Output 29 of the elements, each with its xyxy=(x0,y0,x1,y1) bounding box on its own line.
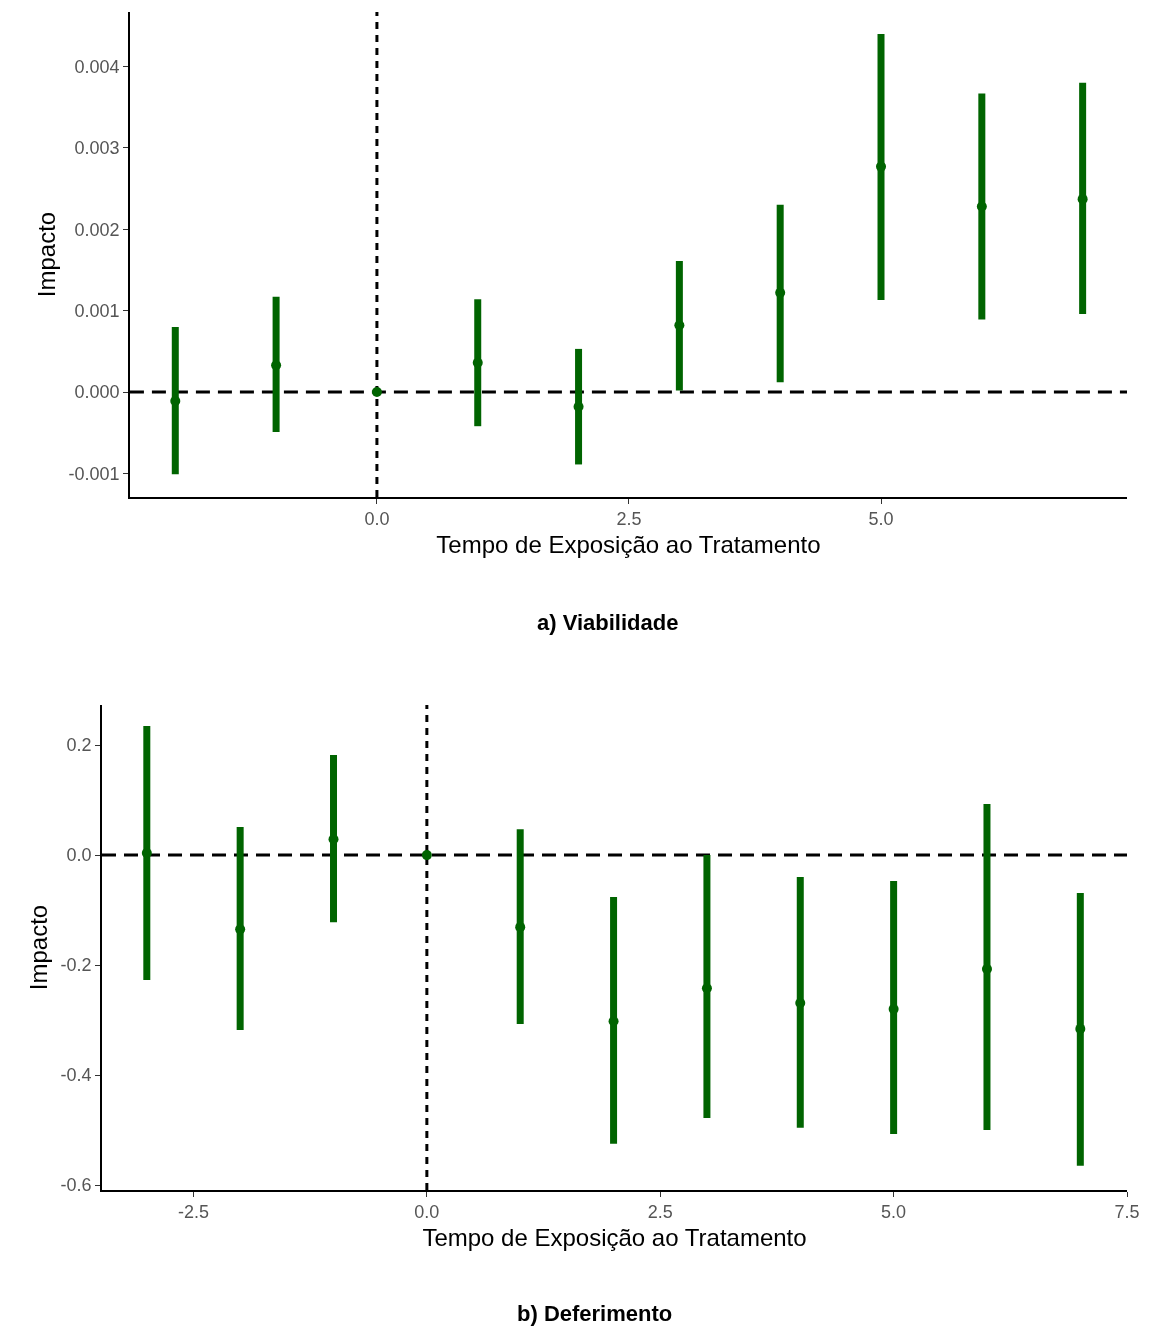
x-tick-label: 5.0 xyxy=(868,509,894,530)
y-tick-label: 0.000 xyxy=(74,382,120,403)
y-axis-title: Impacto xyxy=(33,211,61,298)
point xyxy=(472,357,483,368)
y-tick-label: -0.2 xyxy=(60,955,92,976)
text: b) Deferimento xyxy=(517,1301,673,1326)
x-axis-title: Tempo de Exposição ao Tratamento xyxy=(422,1224,807,1252)
y-tick-label: 0.003 xyxy=(74,138,120,159)
point xyxy=(876,161,887,172)
x-tick-label: 7.5 xyxy=(1114,1202,1140,1223)
y-axis-title: Impacto xyxy=(25,904,53,991)
y-tick-label: 0.0 xyxy=(66,845,92,866)
x-tick-label: 2.5 xyxy=(647,1202,673,1223)
y-tick-label: 0.001 xyxy=(74,300,120,321)
text: a) Viabilidade xyxy=(537,610,679,635)
x-tick-label: 0.0 xyxy=(414,1202,440,1223)
point xyxy=(235,924,246,935)
x-tick-label: 5.0 xyxy=(881,1202,907,1223)
y-tick-label: -0.001 xyxy=(68,463,120,484)
x-axis-title: Tempo de Exposição ao Tratamento xyxy=(436,531,821,559)
y-tick-label: 0.004 xyxy=(74,56,120,77)
x-tick-label: 0.0 xyxy=(364,509,390,530)
point xyxy=(976,201,987,212)
y-tick-label: -0.4 xyxy=(60,1065,92,1086)
x-tick-label: 2.5 xyxy=(616,509,642,530)
y-tick-label: 0.2 xyxy=(66,735,92,756)
y-tick-label: -0.6 xyxy=(60,1175,92,1196)
y-tick-label: 0.002 xyxy=(74,219,120,240)
x-tick-label: -2.5 xyxy=(177,1202,209,1223)
